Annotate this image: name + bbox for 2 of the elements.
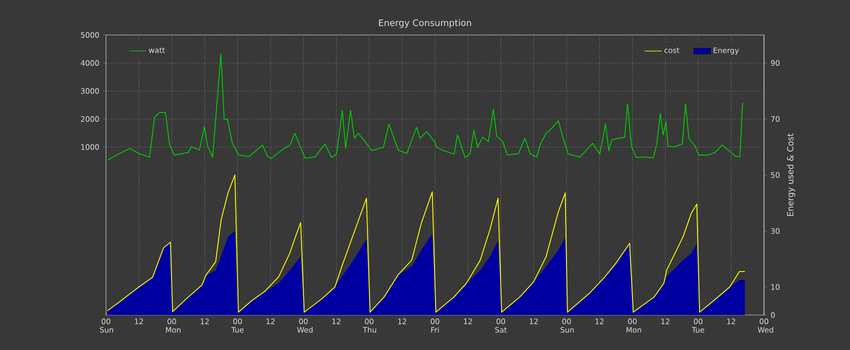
y2-axis-title: Energy used & Cost bbox=[786, 133, 796, 216]
chart-title: Energy Consumption bbox=[379, 19, 472, 28]
